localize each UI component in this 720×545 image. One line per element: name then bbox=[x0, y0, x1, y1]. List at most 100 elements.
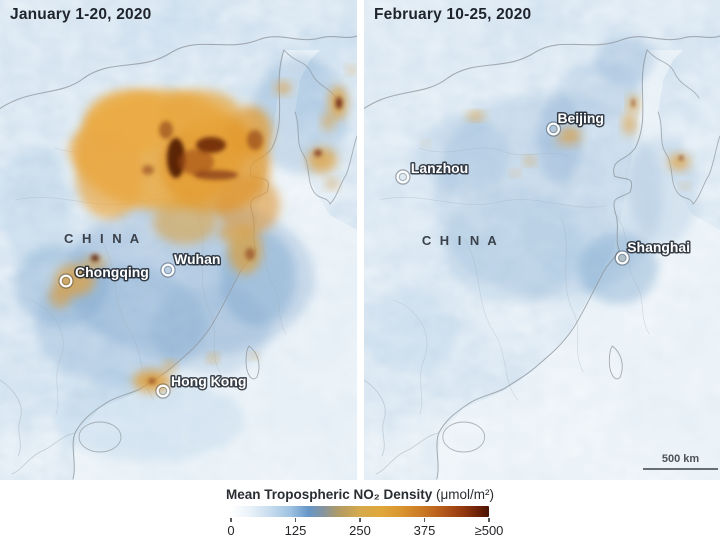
no2-hotspot bbox=[511, 170, 520, 176]
colorbar-wrap: 0 125 250 375 ≥500 bbox=[227, 506, 503, 542]
city-marker-inner bbox=[163, 265, 173, 275]
city-marker-ring bbox=[156, 384, 170, 398]
no2-hotspot bbox=[250, 353, 258, 359]
city-label-chongqing: Chongqing bbox=[75, 264, 149, 280]
no2-hotspot bbox=[153, 200, 217, 244]
legend-title: Mean Tropospheric NO₂ Density (μmol/m²) bbox=[0, 487, 720, 502]
no2-hotspot bbox=[555, 134, 582, 146]
colorbar-tick bbox=[294, 518, 297, 522]
no2-map-february: C H I N A Lanzhou Beijing Shanghai bbox=[364, 0, 720, 480]
no2-blue-patch bbox=[150, 285, 270, 375]
no2-blue-patch bbox=[364, 290, 459, 370]
city-marker-ring bbox=[615, 251, 629, 265]
no2-hotspot-core bbox=[247, 130, 263, 150]
city-marker-ring bbox=[547, 122, 560, 136]
colorbar-tick bbox=[488, 518, 490, 522]
city-marker-halo bbox=[58, 273, 74, 289]
city-label-lanzhou: Lanzhou bbox=[411, 160, 468, 176]
no2-hotspot-core bbox=[148, 378, 156, 384]
city-marker-inner bbox=[549, 124, 558, 134]
panel-february: February 10-25, 2020 C H I N A Lanzhou Be… bbox=[364, 0, 720, 480]
no2-blue-patch bbox=[443, 185, 584, 305]
no2-hotspot bbox=[524, 157, 535, 165]
city-marker-halo bbox=[160, 262, 176, 278]
no2-blue-patch bbox=[0, 145, 70, 265]
city-label-beijing: Beijing bbox=[557, 110, 604, 126]
city-label-hong-kong: Hong Kong bbox=[171, 373, 246, 389]
no2-hotspot-core bbox=[91, 254, 99, 262]
city-marker-halo bbox=[545, 121, 562, 137]
scale-bar: 500 km bbox=[643, 453, 718, 470]
colorbar-tick-label: 250 bbox=[349, 523, 371, 538]
no2-hotspot bbox=[228, 106, 272, 158]
no2-hotspot-core bbox=[196, 137, 226, 153]
city-label-wuhan: Wuhan bbox=[174, 251, 220, 267]
no2-hotspot-core bbox=[678, 156, 684, 160]
no2-hotspot bbox=[84, 256, 106, 270]
colorbar-tick bbox=[359, 518, 361, 522]
legend-title-text: Mean Tropospheric NO₂ Density bbox=[225, 487, 433, 502]
panel-january: January 1-20, 2020 C H I N A Chongqing Wu… bbox=[0, 0, 357, 480]
no2-blue-patch bbox=[415, 117, 512, 193]
no2-hotspot bbox=[275, 82, 291, 94]
no2-blue-patch bbox=[628, 135, 699, 245]
colorbar-tick bbox=[423, 518, 426, 522]
no2-hotspot bbox=[307, 147, 337, 173]
city-marker-ring bbox=[59, 274, 73, 288]
country-label-january: C H I N A bbox=[64, 231, 142, 246]
city-label-shanghai: Shanghai bbox=[627, 239, 690, 255]
city-marker-halo bbox=[395, 169, 411, 185]
city-marker-hong-kong bbox=[155, 383, 171, 399]
colorbar-tick-label: 125 bbox=[284, 523, 307, 538]
colorbar-tick bbox=[230, 518, 232, 522]
no2-blue-patch bbox=[595, 35, 656, 85]
country-label-february: C H I N A bbox=[422, 233, 499, 248]
no2-hotspot bbox=[208, 354, 218, 362]
no2-hotspot bbox=[326, 179, 338, 189]
no2-hotspot bbox=[322, 113, 334, 131]
city-marker-chongqing bbox=[58, 273, 74, 289]
no2-hotspot bbox=[68, 130, 116, 170]
no2-hotspot bbox=[160, 90, 240, 134]
city-marker-inner bbox=[158, 386, 168, 396]
no2-hotspot bbox=[466, 112, 485, 120]
no2-hotspot-core bbox=[631, 99, 636, 107]
colorbar-tick-label: ≥500 bbox=[474, 523, 504, 538]
no2-hotspot bbox=[422, 140, 429, 146]
city-marker-shanghai bbox=[614, 250, 630, 266]
city-marker-ring bbox=[396, 170, 410, 184]
legend-units: (μmol/m²) bbox=[432, 487, 495, 502]
no2-blue-patch bbox=[578, 232, 659, 304]
no2-hotspot bbox=[49, 284, 71, 308]
scale-bar-label: 500 km bbox=[661, 453, 700, 465]
city-marker-halo bbox=[155, 383, 171, 399]
colorbar-tick-label: 0 bbox=[227, 523, 235, 538]
no2-hotspot bbox=[668, 154, 691, 170]
no2-hotspot bbox=[347, 66, 357, 74]
city-marker-inner bbox=[618, 253, 627, 263]
no2-hotspot bbox=[618, 256, 627, 262]
colorbar-tick-label: 375 bbox=[413, 523, 436, 538]
panel-title-february: February 10-25, 2020 bbox=[374, 6, 532, 23]
no2-hotspot-core bbox=[194, 170, 238, 180]
no2-hotspot-core bbox=[142, 165, 154, 175]
scale-bar-line bbox=[643, 468, 718, 470]
no2-hotspot-core bbox=[314, 149, 322, 157]
no2-hotspot-core bbox=[245, 248, 255, 260]
no2-hotspot-core bbox=[178, 149, 214, 175]
city-marker-halo bbox=[614, 250, 630, 266]
no2-hotspot bbox=[218, 225, 238, 241]
no2-blue-patch bbox=[55, 378, 245, 462]
city-marker-lanzhou bbox=[395, 169, 411, 185]
no2-hotspot bbox=[228, 226, 262, 274]
no2-hotspot-core bbox=[159, 121, 173, 139]
city-marker-inner bbox=[61, 276, 71, 286]
city-marker-inner bbox=[398, 172, 407, 182]
no2-hotspot bbox=[623, 113, 636, 135]
colorbar bbox=[231, 506, 489, 517]
no2-hotspot-core bbox=[335, 97, 343, 109]
panel-title-january: January 1-20, 2020 bbox=[10, 6, 152, 23]
city-marker-beijing bbox=[545, 121, 562, 137]
city-marker-ring bbox=[161, 263, 175, 277]
